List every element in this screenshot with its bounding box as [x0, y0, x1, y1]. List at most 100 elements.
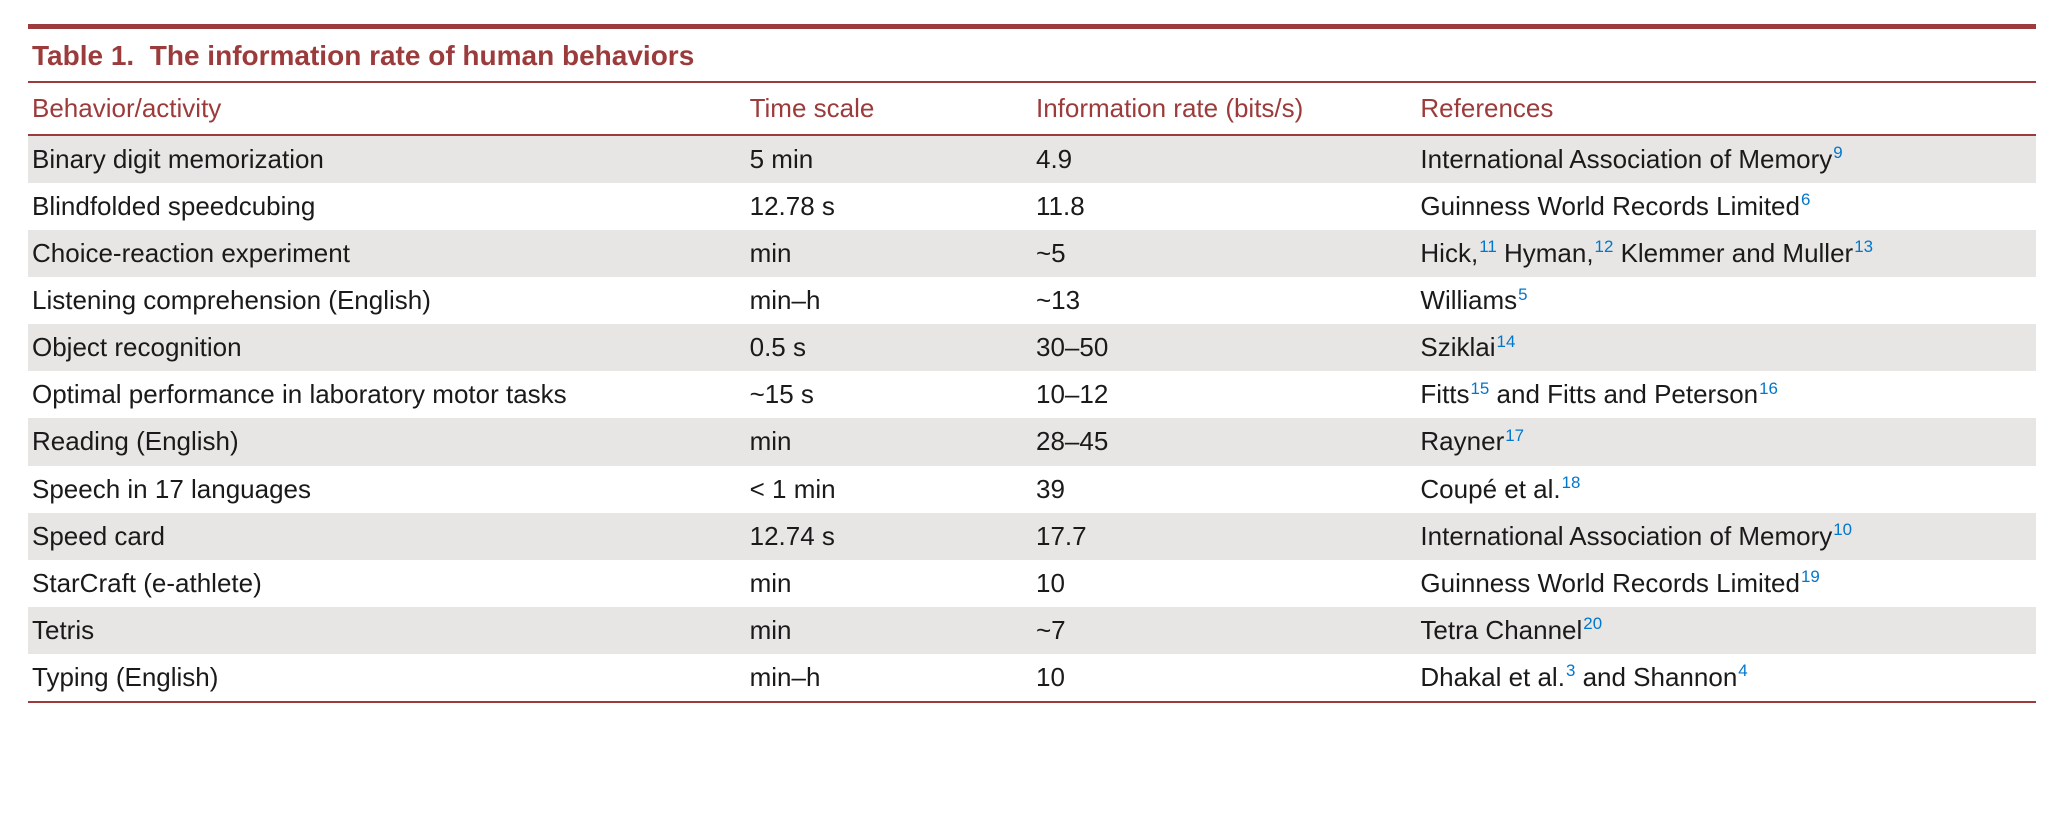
citation-superscript[interactable]: 18 — [1561, 473, 1581, 492]
cell-references: Fitts15 and Fitts and Peterson16 — [1416, 371, 2036, 418]
cell-timescale: min–h — [746, 277, 1032, 324]
col-header-behavior: Behavior/activity — [28, 83, 746, 134]
cell-timescale: 12.74 s — [746, 513, 1032, 560]
citation-superscript[interactable]: 16 — [1758, 379, 1778, 398]
reference-text: Hick, — [1420, 238, 1478, 268]
reference-text: International Association of Memory — [1420, 144, 1832, 174]
cell-rate: 17.7 — [1032, 513, 1416, 560]
cell-references: Tetra Channel20 — [1416, 607, 2036, 654]
cell-behavior: StarCraft (e-athlete) — [28, 560, 746, 607]
cell-rate: 30–50 — [1032, 324, 1416, 371]
table-body: Binary digit memorization5 min4.9Interna… — [28, 136, 2036, 703]
cell-rate: 10–12 — [1032, 371, 1416, 418]
cell-behavior: Speed card — [28, 513, 746, 560]
table-title-text: The information rate of human behaviors — [150, 40, 695, 71]
cell-behavior: Blindfolded speedcubing — [28, 183, 746, 230]
cell-references: Sziklai14 — [1416, 324, 2036, 371]
cell-rate: ~13 — [1032, 277, 1416, 324]
citation-superscript[interactable]: 3 — [1565, 661, 1575, 680]
cell-rate: 10 — [1032, 654, 1416, 701]
reference-text: Williams — [1420, 285, 1517, 315]
cell-timescale: 12.78 s — [746, 183, 1032, 230]
reference-text: Guinness World Records Limited — [1420, 568, 1800, 598]
cell-references: Hick,11 Hyman,12 Klemmer and Muller13 — [1416, 230, 2036, 277]
reference-text: and Shannon — [1575, 662, 1737, 692]
table-row: Typing (English)min–h10Dhakal et al.3 an… — [28, 654, 2036, 701]
table-row: Speed card12.74 s17.7International Assoc… — [28, 513, 2036, 560]
reference-text: International Association of Memory — [1420, 521, 1832, 551]
citation-superscript[interactable]: 14 — [1496, 332, 1516, 351]
citation-superscript[interactable]: 5 — [1517, 285, 1527, 304]
citation-superscript[interactable]: 11 — [1478, 237, 1497, 256]
cell-behavior: Binary digit memorization — [28, 136, 746, 183]
reference-text: Fitts — [1420, 379, 1469, 409]
table-row: Listening comprehension (English)min–h~1… — [28, 277, 2036, 324]
cell-timescale: min — [746, 230, 1032, 277]
reference-text: Hyman, — [1497, 238, 1594, 268]
cell-rate: 4.9 — [1032, 136, 1416, 183]
cell-behavior: Listening comprehension (English) — [28, 277, 746, 324]
cell-behavior: Object recognition — [28, 324, 746, 371]
cell-references: Coupé et al.18 — [1416, 466, 2036, 513]
cell-rate: 10 — [1032, 560, 1416, 607]
citation-superscript[interactable]: 13 — [1853, 237, 1873, 256]
col-header-timescale: Time scale — [746, 83, 1032, 134]
table-row: Binary digit memorization5 min4.9Interna… — [28, 136, 2036, 183]
citation-superscript[interactable]: 4 — [1737, 661, 1747, 680]
reference-text: Tetra Channel — [1420, 615, 1582, 645]
cell-timescale: 5 min — [746, 136, 1032, 183]
cell-rate: 39 — [1032, 466, 1416, 513]
cell-references: Williams5 — [1416, 277, 2036, 324]
cell-references: Guinness World Records Limited6 — [1416, 183, 2036, 230]
cell-behavior: Optimal performance in laboratory motor … — [28, 371, 746, 418]
cell-timescale: 0.5 s — [746, 324, 1032, 371]
reference-text: Coupé et al. — [1420, 474, 1560, 504]
table-row: Optimal performance in laboratory motor … — [28, 371, 2036, 418]
table-row: Choice-reaction experimentmin~5Hick,11 H… — [28, 230, 2036, 277]
cell-timescale: min–h — [746, 654, 1032, 701]
reference-text: Guinness World Records Limited — [1420, 191, 1800, 221]
citation-superscript[interactable]: 9 — [1832, 143, 1842, 162]
citation-superscript[interactable]: 15 — [1470, 379, 1490, 398]
table-row: Object recognition0.5 s30–50Sziklai14 — [28, 324, 2036, 371]
reference-text: and Fitts and Peterson — [1489, 379, 1758, 409]
cell-references: International Association of Memory10 — [1416, 513, 2036, 560]
cell-rate: 28–45 — [1032, 418, 1416, 465]
table-title-row: Table 1. The information rate of human b… — [28, 29, 2036, 83]
reference-text: Rayner — [1420, 426, 1504, 456]
citation-superscript[interactable]: 17 — [1504, 426, 1524, 445]
cell-behavior: Tetris — [28, 607, 746, 654]
citation-superscript[interactable]: 19 — [1800, 567, 1820, 586]
cell-timescale: min — [746, 418, 1032, 465]
reference-text: Dhakal et al. — [1420, 662, 1565, 692]
table-number: Table 1. — [32, 40, 134, 71]
table-title — [142, 40, 150, 71]
citation-superscript[interactable]: 6 — [1800, 190, 1810, 209]
table-row: Tetrismin~7Tetra Channel20 — [28, 607, 2036, 654]
reference-text: Sziklai — [1420, 332, 1495, 362]
citation-superscript[interactable]: 10 — [1832, 520, 1852, 539]
table-row: Speech in 17 languages< 1 min39Coupé et … — [28, 466, 2036, 513]
cell-timescale: ~15 s — [746, 371, 1032, 418]
cell-behavior: Typing (English) — [28, 654, 746, 701]
cell-references: International Association of Memory9 — [1416, 136, 2036, 183]
cell-references: Guinness World Records Limited19 — [1416, 560, 2036, 607]
cell-behavior: Choice-reaction experiment — [28, 230, 746, 277]
col-header-rate: Information rate (bits/s) — [1032, 83, 1416, 134]
citation-superscript[interactable]: 12 — [1594, 237, 1614, 256]
cell-references: Rayner17 — [1416, 418, 2036, 465]
cell-timescale: min — [746, 607, 1032, 654]
table-row: Reading (English)min28–45Rayner17 — [28, 418, 2036, 465]
cell-rate: ~5 — [1032, 230, 1416, 277]
cell-rate: ~7 — [1032, 607, 1416, 654]
citation-superscript[interactable]: 20 — [1582, 614, 1602, 633]
cell-behavior: Reading (English) — [28, 418, 746, 465]
cell-references: Dhakal et al.3 and Shannon4 — [1416, 654, 2036, 701]
cell-behavior: Speech in 17 languages — [28, 466, 746, 513]
reference-text: Klemmer and Muller — [1613, 238, 1853, 268]
cell-timescale: min — [746, 560, 1032, 607]
cell-timescale: < 1 min — [746, 466, 1032, 513]
cell-rate: 11.8 — [1032, 183, 1416, 230]
table-header: Behavior/activity Time scale Information… — [28, 83, 2036, 136]
info-rate-table: Table 1. The information rate of human b… — [28, 24, 2036, 703]
